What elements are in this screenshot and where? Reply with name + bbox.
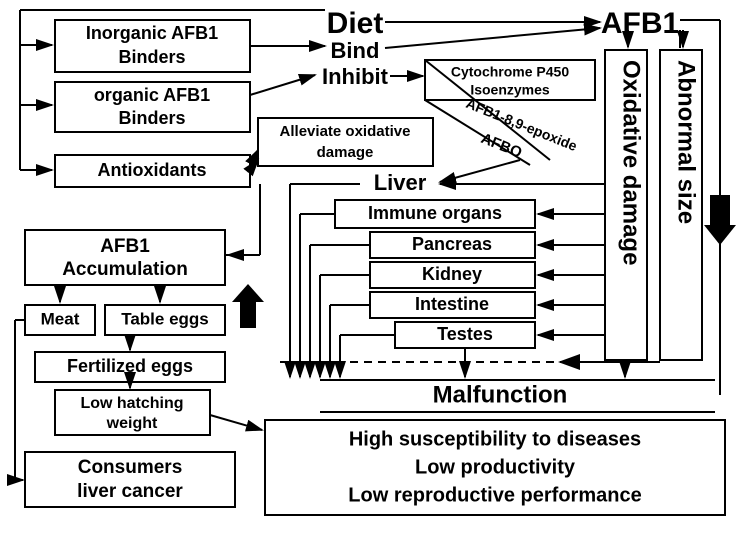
text-cancer-l1: Consumers xyxy=(78,457,183,478)
text-out-l3: Low reproductive performance xyxy=(348,484,641,506)
text-accum-l1: AFB1 xyxy=(100,236,150,257)
text-testes: Testes xyxy=(437,324,493,344)
block-arrow-up xyxy=(240,300,256,328)
text-oxidative: Oxidative damage xyxy=(618,60,645,265)
arrow-org-bind xyxy=(250,75,315,95)
text-kidney: Kidney xyxy=(422,264,482,284)
text-hatch-l1: Low hatching xyxy=(80,395,183,412)
arrow-hatch-out xyxy=(210,415,262,430)
text-inorganic-l1: Inorganic AFB1 xyxy=(86,23,218,43)
arrow-bind-afb1 xyxy=(385,28,600,48)
text-accum-l2: Accumulation xyxy=(62,259,188,280)
title-diet: Diet xyxy=(327,7,384,40)
block-arrow-right xyxy=(710,195,730,225)
text-liver: Liver xyxy=(374,170,427,195)
diagram-canvas: Diet AFB1 Bind Inhibit Inorganic AFB1 Bi… xyxy=(0,0,741,537)
text-table-eggs: Table eggs xyxy=(121,309,209,328)
text-out-l1: High susceptibility to diseases xyxy=(349,428,641,450)
text-cyto-l1: Cytochrome P450 xyxy=(451,64,569,80)
text-meat: Meat xyxy=(41,309,80,328)
text-inorganic-l2: Binders xyxy=(118,47,185,67)
text-abnormal: Abnormal size xyxy=(673,60,700,224)
text-out-l2: Low productivity xyxy=(415,456,576,478)
thickarrow-abn xyxy=(558,354,580,370)
text-organic-l2: Binders xyxy=(118,108,185,128)
text-malfunction: Malfunction xyxy=(433,381,568,408)
text-fert: Fertilized eggs xyxy=(67,356,193,376)
text-alleviate-l1: Alleviate oxidative xyxy=(280,123,411,140)
text-cyto-l2: Isoenzymes xyxy=(470,82,550,98)
text-alleviate-l2: damage xyxy=(317,144,374,161)
text-antiox: Antioxidants xyxy=(97,160,206,180)
text-organic-l1: organic AFB1 xyxy=(94,85,210,105)
text-pancreas: Pancreas xyxy=(412,234,492,254)
text-intestine: Intestine xyxy=(415,294,489,314)
text-cancer-l2: liver cancer xyxy=(77,481,183,502)
label-bind: Bind xyxy=(331,38,380,63)
title-afb1: AFB1 xyxy=(601,7,679,40)
label-inhibit: Inhibit xyxy=(322,64,389,89)
text-immune: Immune organs xyxy=(368,203,502,223)
text-hatch-l2: weight xyxy=(106,415,158,432)
